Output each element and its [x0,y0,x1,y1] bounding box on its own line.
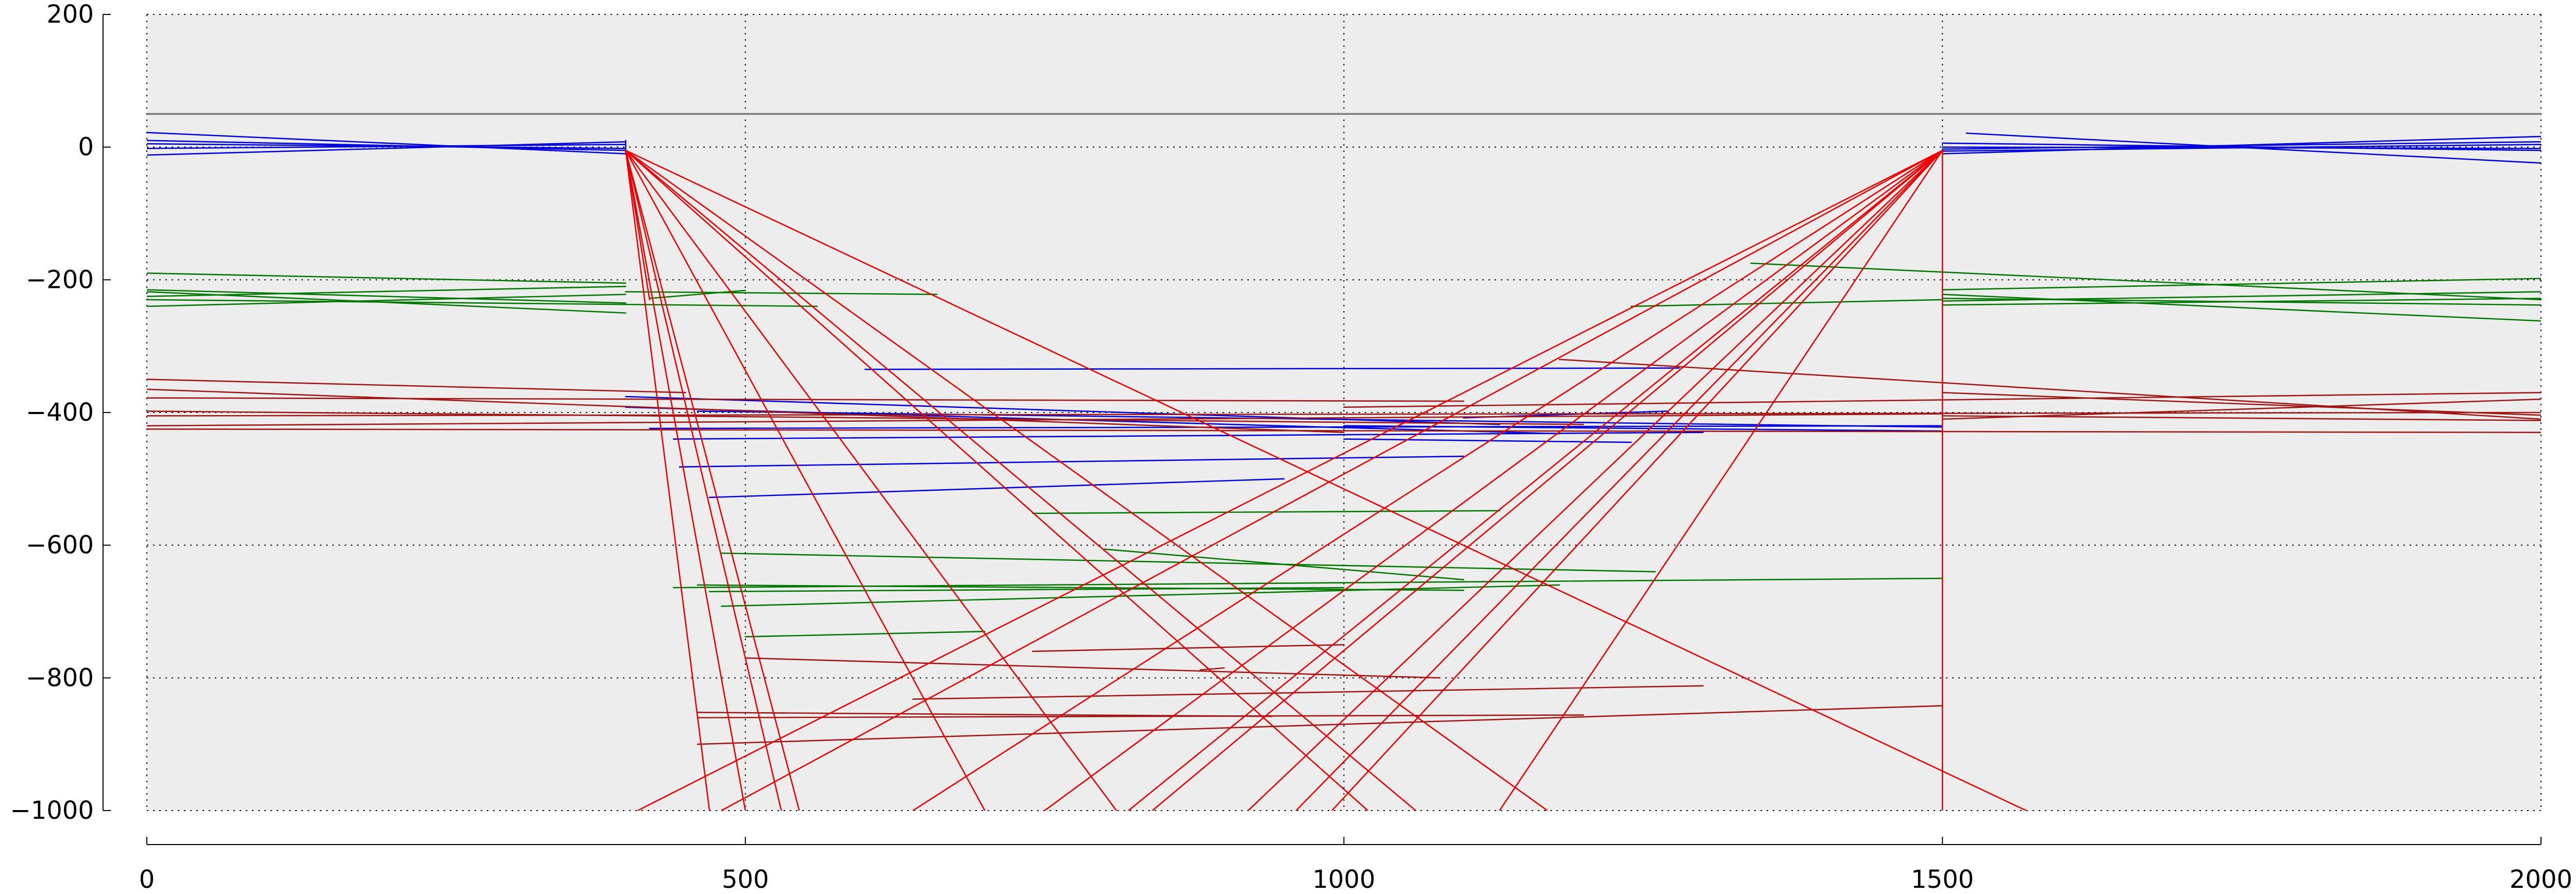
series-4 [625,149,2027,811]
series-3-segment-18 [697,712,1273,717]
series-3-segment-16 [697,714,1584,718]
series-4-segment-2 [625,149,782,811]
series-4-segment-9 [625,149,1369,811]
x-tick-label-4: 2000 [2510,865,2572,894]
series-2-segment-3 [147,294,626,307]
series-3-segment-1 [147,388,1345,433]
y-tick-label-6: −1000 [10,796,94,825]
series-4-segment-15 [1151,149,1943,811]
series-3-segment-9 [1941,398,2541,420]
series-1-segment-11 [1941,144,2541,152]
series-3-segment-12 [744,657,1440,679]
series-1-segment-16 [697,410,1943,428]
series-4-segment-0 [625,149,710,811]
y-tick-label-5: −800 [26,663,94,692]
series-1-segment-14 [673,432,1704,440]
series-3-segment-17 [912,685,1704,700]
series-4-segment-4 [625,149,1117,811]
series-1-segment-1 [147,141,626,156]
series-4-segment-20 [1044,149,1943,811]
series-3-segment-15 [697,705,1943,745]
series-4-segment-19 [1499,149,1943,811]
series-1-segment-0 [147,132,626,154]
series-4-segment-18 [1331,149,1943,811]
x-tick-label-3: 1500 [1911,865,1974,894]
series-4-segment-7 [625,149,2027,811]
y-tick-label-2: −200 [26,265,94,294]
x-tick-label-2: 1000 [1312,865,1375,894]
series-2-segment-13 [1750,262,2541,301]
series-3-segment-14 [1199,667,1225,671]
series-2-segment-19 [673,577,1943,589]
y-tick-label-4: −600 [26,531,94,560]
series-2-segment-6 [625,291,938,295]
series-3 [147,358,2541,745]
series-1-segment-15 [649,425,1943,429]
series-3-segment-13 [1032,644,1345,652]
series-2 [147,262,2541,638]
series-1-segment-21 [708,478,1285,498]
y-tick-label-1: 0 [78,133,94,162]
series-2-segment-1 [147,289,626,304]
series-1-segment-17 [864,367,1680,370]
series-4-segment-11 [637,149,1943,811]
series-4-segment-16 [1247,149,1943,811]
series-2-segment-0 [147,272,626,284]
y-tick-label-3: −400 [26,398,94,427]
series-2-segment-8 [1941,278,2541,290]
series-3-segment-3 [147,428,2541,433]
series-2-segment-14 [1630,299,1943,307]
series-3-segment-10 [1941,392,2541,416]
series-2-segment-5 [147,299,818,307]
series-4-segment-1 [625,149,747,811]
x-axis: 0 500 1000 1500 2000 [139,837,2572,894]
series-1-segment-7 [1941,142,2541,151]
series-1-segment-18 [1343,425,1943,432]
series-2-segment-15 [1032,510,1500,514]
series-2-segment-21 [744,630,986,638]
series-4-segment-13 [912,149,1943,811]
series-2-segment-12 [1941,298,2541,306]
series-4-segment-6 [625,149,1548,811]
series-2-segment-20 [720,584,1561,607]
y-tick-label-0: 200 [46,0,94,29]
series-4-segment-14 [1127,149,1943,811]
series-4-segment-12 [720,149,1943,811]
series-4-segment-17 [1295,149,1943,811]
series-3-segment-6 [147,397,1465,402]
series-1-segment-4 [147,143,626,149]
series-2-segment-16 [720,552,1656,573]
series-4-segment-10 [625,149,651,301]
x-tick-label-0: 0 [139,865,155,894]
series-3-segment-11 [1941,415,2541,421]
series-group [147,113,2541,811]
series-2-segment-17 [1104,548,1465,580]
series-2-segment-7 [649,289,747,299]
series-4-segment-3 [625,149,800,811]
series-3-segment-5 [147,410,1584,425]
y-axis: 200 0 −200 −400 −600 −800 −1000 [10,0,111,825]
x-tick-label-1: 500 [722,865,769,894]
series-3-segment-0 [147,379,686,393]
